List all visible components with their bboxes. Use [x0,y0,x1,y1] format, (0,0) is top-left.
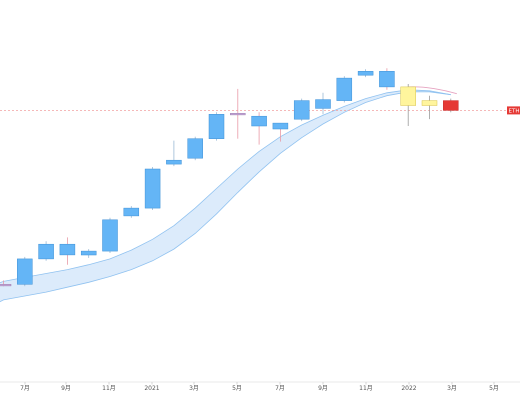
candle-body [379,71,395,88]
candle [251,112,267,145]
candle [166,140,182,167]
x-tick-label: 7月 [20,385,30,392]
candle-body [251,115,267,127]
x-tick-label: 5月 [489,385,499,392]
candle-body [144,168,161,209]
candle-body [102,219,118,252]
candle-body [0,284,12,287]
candle-body [272,122,289,130]
x-tick-label: 9月 [61,385,71,392]
x-tick-label: 3月 [189,385,199,392]
candle [102,217,118,253]
x-tick-label: 2022 [401,385,416,392]
candle [315,92,331,115]
candle [421,95,438,120]
candle [357,69,374,78]
candle-body [123,207,140,217]
candle-body [166,159,182,165]
candle-body [443,100,459,111]
candle [144,167,161,210]
candle [230,88,246,139]
candle [0,280,12,287]
candle-body [80,250,97,256]
band-upper-line [0,89,451,284]
candle [400,84,416,126]
candle [336,76,353,103]
x-tick-label: 3月 [447,385,457,392]
price-tag-background [507,106,520,115]
candle [38,241,54,261]
candle-body [17,258,33,285]
band-lower-line [0,91,451,303]
candle-body [59,243,76,256]
candle [123,206,140,218]
x-tick-label: 11月 [102,385,116,392]
candles [0,68,459,287]
candle-body [38,243,54,260]
x-tick-label: 11月 [359,385,373,392]
candle [379,68,395,90]
x-axis: 7月 9月 11月 2021 3月 5月 7月 9月 11月 2022 3月 5月 [0,381,520,392]
candle [17,256,33,287]
candle [187,136,203,161]
candle [293,98,310,122]
candle-body [336,77,353,101]
candle-body [421,100,438,106]
band-fill [0,89,451,302]
candle-body [230,113,246,116]
price-tag: ETH [507,106,520,115]
candle-body [400,86,416,106]
x-tick-label: 5月 [232,385,242,392]
candle [80,249,97,258]
candle-body [293,100,310,120]
x-tick-label: 9月 [318,385,328,392]
candle-body [357,71,374,76]
candle [59,237,76,265]
price-tag-label: ETH [509,108,520,114]
moving-average-band [0,86,457,303]
candle [443,98,459,113]
candle-body [315,99,331,109]
x-tick-label: 7月 [275,385,285,392]
candle [272,122,289,142]
candle-body [208,114,225,139]
candle-body [187,138,203,159]
x-tick-label: 2021 [144,385,159,392]
candle [208,112,225,141]
